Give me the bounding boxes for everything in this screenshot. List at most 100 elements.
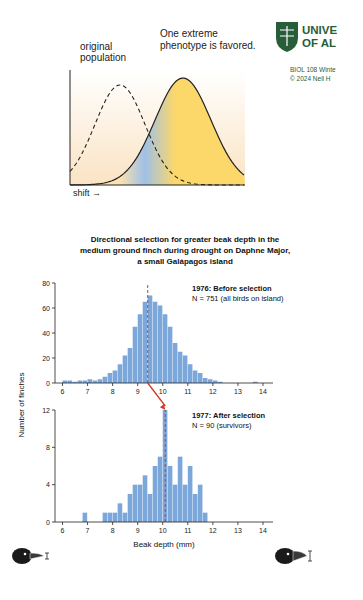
course-text: BIOL 108 Winte [290,66,336,73]
y-tick [52,522,55,523]
y-tick-label: 0 [46,380,50,387]
x-tick-label: 13 [234,527,242,534]
x-tick [162,522,163,525]
x-tick [62,522,63,525]
y-axis-label: Number of finches [17,373,26,438]
chart: 04812678910111213141977: After selection… [42,407,273,550]
course-text: © 2024 Neil H [290,75,331,82]
histogram-bar [108,513,113,522]
y-axis [55,410,56,522]
x-tick [87,522,88,525]
histogram-bar [168,466,173,522]
histogram-bar [138,485,143,522]
x-tick [137,522,138,525]
diagram-bg [70,70,245,185]
finch-head [12,548,32,564]
histogram-bar [178,352,183,383]
x-tick-label: 12 [209,527,217,534]
histogram-bar [168,327,173,383]
logo-shield [276,22,298,52]
x-tick [112,522,113,525]
histogram-bar [133,327,138,383]
annotation: 1976: Before selection [192,284,272,293]
histogram-bar [118,364,123,383]
x-tick-label: 8 [111,527,115,534]
x-tick-label: 11 [184,527,191,534]
y-tick [52,358,55,359]
histogram-bar [188,466,193,522]
histogram-bar [133,485,138,522]
histogram-bar [123,356,128,384]
mean-line [147,283,148,383]
histogram-bar [193,371,198,384]
favored-area [70,78,245,185]
histogram-bar [83,513,88,522]
page: UNIVEOF AL BIOL 108 Winte © 2024 Neil H ori… [0,0,363,600]
logo-text: UNIVE [302,24,337,36]
figure-title: medium ground finch during drought on Da… [80,246,290,255]
x-tick [237,383,238,386]
diagram-label: One extreme [160,28,218,39]
diagram-label: original [80,41,112,52]
histogram-bar [158,306,163,384]
histogram-bar [103,513,108,522]
mean-line [165,410,166,522]
x-tick-label: 10 [159,388,167,395]
histogram-bar [148,296,153,384]
y-tick-label: 4 [46,481,50,488]
histogram-bar [163,410,168,522]
x-tick [237,522,238,525]
histogram-bar [208,379,213,383]
logo-text: OF AL [302,37,336,49]
y-tick-label: 40 [42,330,50,337]
histogram-bar [178,457,183,522]
shift-label: shift → [73,188,101,198]
histogram-bar [98,379,103,383]
figure-title: a small Galápagos island [137,257,233,266]
finch-icon [275,548,312,564]
x-axis-label: Beak depth (mm) [133,540,195,549]
y-tick-label: 12 [42,407,50,414]
y-tick-label: 60 [42,305,50,312]
histogram-bar [113,513,118,522]
x-tick [112,383,113,386]
y-tick [52,383,55,384]
x-tick-label: 6 [61,527,65,534]
x-tick-label: 8 [111,388,115,395]
logo-mark [280,26,294,46]
y-tick [52,308,55,309]
x-tick [87,383,88,386]
diagram-axes [70,70,245,185]
x-tick-label: 13 [234,388,242,395]
x-tick [137,383,138,386]
x-tick-label: 14 [259,527,267,534]
histogram-bar [193,494,198,522]
x-tick-label: 7 [86,388,90,395]
histogram-bar [108,373,113,383]
bars [83,410,208,522]
annotation: 1977: After selection [192,411,266,420]
histogram-bar [118,503,123,522]
annotation: N = 90 (survivors) [192,421,252,430]
histogram-bar [173,485,178,522]
histogram-bar [123,513,128,522]
y-tick [52,410,55,411]
histogram-bar [148,494,153,522]
histogram-bar [203,513,208,522]
diagram-label: phenotype is favored. [160,40,256,51]
x-tick-label: 9 [136,388,140,395]
histogram-bar [183,356,188,384]
x-tick [62,383,63,386]
chart: 020406080678910111213141976: Before sele… [42,280,284,396]
finch-eye [287,553,290,556]
y-tick-label: 20 [42,355,50,362]
finch-beak [293,551,307,561]
x-tick [187,522,188,525]
finch-eye [24,553,27,556]
x-tick-label: 14 [259,388,267,395]
histogram-bar [203,378,208,383]
histogram-bar [188,364,193,383]
y-tick-label: 8 [46,444,50,451]
depth-bracket [45,553,49,559]
finch-head [275,548,295,564]
